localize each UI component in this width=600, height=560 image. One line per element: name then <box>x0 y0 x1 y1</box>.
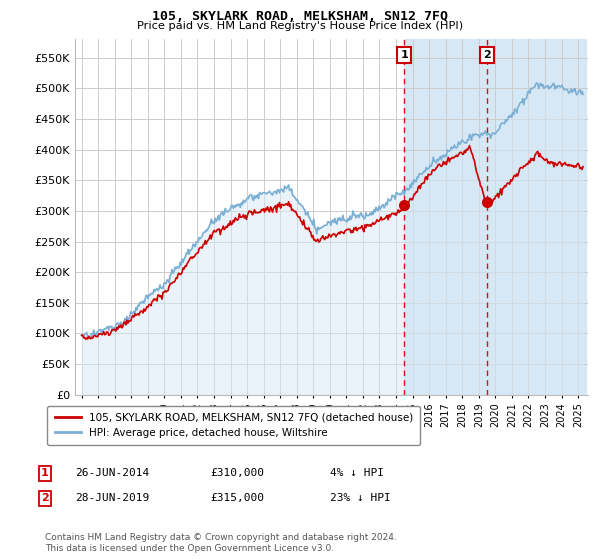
Text: 105, SKYLARK ROAD, MELKSHAM, SN12 7FQ: 105, SKYLARK ROAD, MELKSHAM, SN12 7FQ <box>152 10 448 23</box>
Text: 2: 2 <box>483 50 491 60</box>
Text: Price paid vs. HM Land Registry's House Price Index (HPI): Price paid vs. HM Land Registry's House … <box>137 21 463 31</box>
Legend: 105, SKYLARK ROAD, MELKSHAM, SN12 7FQ (detached house), HPI: Average price, deta: 105, SKYLARK ROAD, MELKSHAM, SN12 7FQ (d… <box>47 405 421 445</box>
Text: Contains HM Land Registry data © Crown copyright and database right 2024.
This d: Contains HM Land Registry data © Crown c… <box>45 533 397 553</box>
Bar <box>404 39 487 395</box>
Text: 26-JUN-2014: 26-JUN-2014 <box>75 468 149 478</box>
Text: 2: 2 <box>41 493 49 503</box>
Text: £310,000: £310,000 <box>210 468 264 478</box>
Text: 23% ↓ HPI: 23% ↓ HPI <box>330 493 391 503</box>
Bar <box>487 39 586 395</box>
Text: 28-JUN-2019: 28-JUN-2019 <box>75 493 149 503</box>
Text: 4% ↓ HPI: 4% ↓ HPI <box>330 468 384 478</box>
Text: 1: 1 <box>41 468 49 478</box>
Text: 1: 1 <box>400 50 408 60</box>
Text: £315,000: £315,000 <box>210 493 264 503</box>
